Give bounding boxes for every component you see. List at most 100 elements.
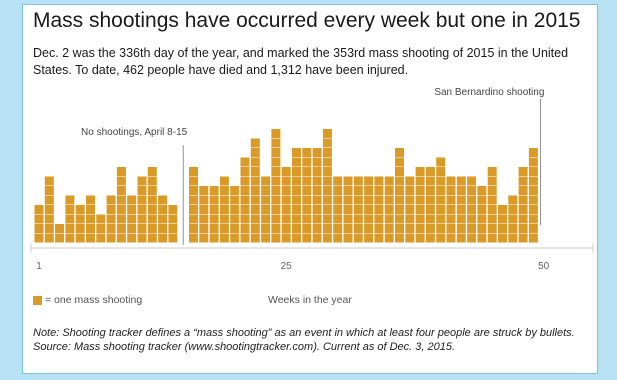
shooting-square [86,224,95,233]
shooting-square [230,233,240,243]
shooting-square [292,167,301,176]
shooting-square [312,224,322,233]
shooting-square [147,195,157,205]
shooting-square [374,195,384,205]
shooting-square [405,214,415,224]
shooting-square [395,157,404,167]
shooting-square [292,148,301,157]
shooting-square [467,224,477,233]
shooting-square [353,233,363,243]
shooting-square [147,176,157,186]
shooting-square [333,176,343,186]
shooting-square [446,186,456,195]
shooting-square [189,167,198,176]
shooting-square [230,214,240,224]
shooting-square [456,176,466,186]
shooting-square [158,224,168,233]
shooting-square [55,224,65,233]
shooting-square [261,214,271,224]
shooting-square [65,195,75,205]
shooting-square [333,233,343,243]
shooting-square [168,224,178,233]
shooting-square [271,129,281,138]
shooting-square [55,233,65,243]
shooting-square [219,233,229,243]
shooting-square [292,233,301,243]
shooting-square [127,195,137,205]
x-tick-label: 25 [281,261,293,272]
shooting-square [106,205,116,214]
shooting-square [137,233,147,243]
shooting-square [250,157,260,167]
shooting-square [322,176,332,186]
shooting-square [147,224,157,233]
shooting-square [240,205,250,214]
shooting-square [116,176,126,186]
shooting-square [209,224,219,233]
shooting-square [302,205,312,214]
shooting-square [147,186,157,195]
shooting-square [498,233,507,243]
shooting-square [261,205,271,214]
shooting-square [137,195,147,205]
shooting-square [65,214,75,224]
shooting-square [271,148,281,157]
shooting-square [168,233,178,243]
shooting-square [518,167,528,176]
shooting-square [446,224,456,233]
shooting-square [106,224,116,233]
shooting-square [261,186,271,195]
shooting-square [405,233,415,243]
shooting-square [384,176,394,186]
shooting-square [199,233,209,243]
shooting-square [456,233,466,243]
shooting-square [219,205,229,214]
shooting-square [219,214,229,224]
shooting-square [312,195,322,205]
shooting-square [446,195,456,205]
shooting-square [395,186,404,195]
shooting-square [374,176,384,186]
shooting-square [425,214,435,224]
shooting-square [528,176,538,186]
shooting-square [436,205,446,214]
shooting-square [467,205,477,214]
shooting-square [343,176,353,186]
shooting-square [374,214,384,224]
shooting-square [302,176,312,186]
shooting-square [322,195,332,205]
shooting-square [240,186,250,195]
shooting-square [487,205,497,214]
shooting-square [487,186,497,195]
shooting-square [302,214,312,224]
shooting-square [34,214,44,224]
shooting-square [147,233,157,243]
shooting-square [487,233,497,243]
shooting-square [405,186,415,195]
shooting-square [44,205,54,214]
shooting-square [230,224,240,233]
shooting-square [322,129,332,138]
shooting-square [384,186,394,195]
shooting-square [292,195,301,205]
shooting-square [250,138,260,148]
shooting-square [446,205,456,214]
shooting-square [86,195,95,205]
shooting-square [302,233,312,243]
shooting-square [487,195,497,205]
shooting-square [415,214,425,224]
shooting-square [65,205,75,214]
shooting-square [106,214,116,224]
shooting-square [425,233,435,243]
shooting-square [137,214,147,224]
shooting-square [116,167,126,176]
shooting-square [384,233,394,243]
shooting-square [364,195,374,205]
shooting-square [467,186,477,195]
shooting-square [240,167,250,176]
shooting-square [353,176,363,186]
shooting-square [364,214,374,224]
shooting-square [415,186,425,195]
shooting-square [518,233,528,243]
shooting-square [292,224,301,233]
